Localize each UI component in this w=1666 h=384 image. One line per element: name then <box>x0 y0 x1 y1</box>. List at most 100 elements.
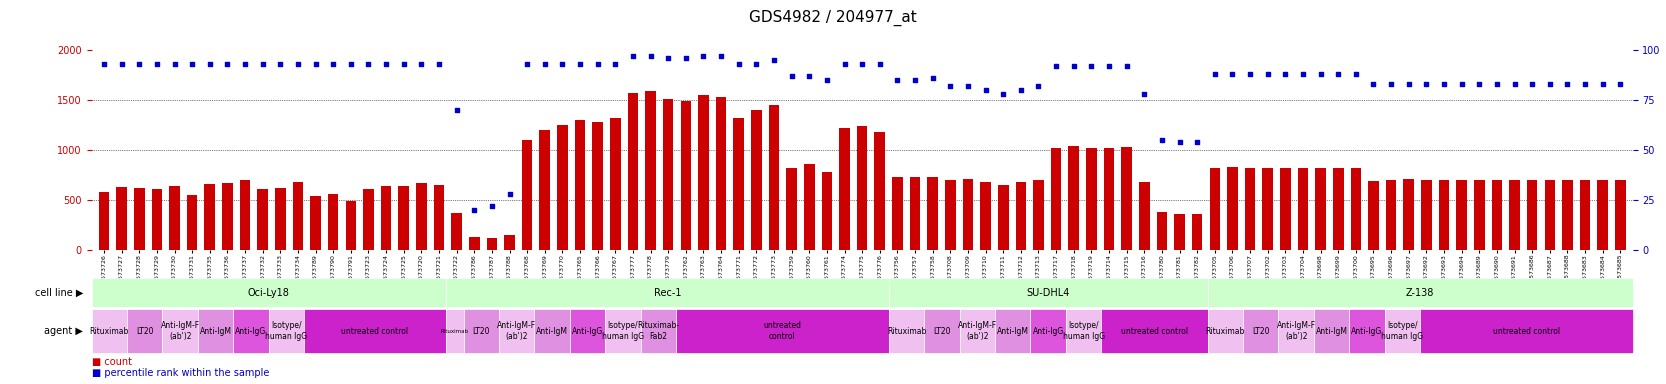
Bar <box>1033 180 1045 250</box>
Text: Isotype/
human IgG: Isotype/ human IgG <box>601 321 645 341</box>
Bar <box>1491 180 1503 250</box>
Bar <box>468 237 480 250</box>
Point <box>425 61 451 67</box>
Bar <box>275 188 285 250</box>
Text: Anti-IgG: Anti-IgG <box>1351 327 1383 336</box>
Point <box>761 57 788 63</box>
Bar <box>680 101 691 250</box>
Point <box>920 75 946 81</box>
Bar <box>751 110 761 250</box>
Point <box>1589 81 1616 87</box>
Point <box>1254 71 1281 77</box>
Point <box>1359 81 1386 87</box>
Bar <box>1456 180 1468 250</box>
Bar <box>363 189 373 250</box>
Point <box>390 61 416 67</box>
Text: cell line ▶: cell line ▶ <box>35 288 83 298</box>
Bar <box>805 164 815 250</box>
Bar <box>240 180 250 250</box>
Point <box>1096 63 1123 69</box>
Point <box>1413 81 1439 87</box>
Text: Anti-IgG: Anti-IgG <box>1033 327 1065 336</box>
Point <box>162 61 188 67</box>
Bar <box>733 118 745 250</box>
Bar <box>345 201 357 250</box>
Bar <box>698 95 708 250</box>
Bar <box>1474 180 1484 250</box>
Bar <box>663 99 673 250</box>
Bar <box>610 118 621 250</box>
Bar <box>821 172 833 250</box>
Bar <box>205 184 215 250</box>
Text: Isotype/
human IgG: Isotype/ human IgG <box>1381 321 1423 341</box>
Bar <box>1016 182 1026 250</box>
Bar <box>152 189 162 250</box>
Bar <box>1103 148 1115 250</box>
Text: Rec-1: Rec-1 <box>653 288 681 298</box>
Point <box>90 61 117 67</box>
Point <box>197 61 223 67</box>
Text: ■ count: ■ count <box>92 357 132 367</box>
Bar <box>716 97 726 250</box>
Bar <box>382 186 392 250</box>
Text: GDS4982 / 204977_at: GDS4982 / 204977_at <box>750 10 916 26</box>
Bar <box>117 187 127 250</box>
Bar <box>1563 180 1573 250</box>
Bar <box>928 177 938 250</box>
Point <box>566 61 593 67</box>
Text: untreated control: untreated control <box>342 327 408 336</box>
Point <box>831 61 858 67</box>
Bar <box>1210 168 1220 250</box>
Bar <box>786 168 796 250</box>
Bar <box>1298 168 1308 250</box>
Text: Rituximab: Rituximab <box>90 327 128 336</box>
Point <box>338 61 365 67</box>
Bar <box>133 188 145 250</box>
Bar <box>1526 180 1538 250</box>
Point <box>1025 83 1051 89</box>
Point <box>513 61 540 67</box>
Point <box>885 77 911 83</box>
Point <box>302 61 328 67</box>
Bar <box>505 235 515 250</box>
Point <box>955 83 981 89</box>
Point <box>1220 71 1246 77</box>
Bar <box>593 122 603 250</box>
Point <box>108 61 135 67</box>
Point <box>620 53 646 59</box>
Bar <box>1051 148 1061 250</box>
Point <box>1308 71 1334 77</box>
Text: Anti-IgM: Anti-IgM <box>996 327 1028 336</box>
Bar <box>875 132 885 250</box>
Text: LT20: LT20 <box>1251 327 1269 336</box>
Bar <box>1509 180 1519 250</box>
Text: Z-138: Z-138 <box>1406 288 1434 298</box>
Point <box>1431 81 1458 87</box>
Text: LT20: LT20 <box>137 327 153 336</box>
Point <box>636 53 663 59</box>
Bar <box>540 130 550 250</box>
Text: ■ percentile rank within the sample: ■ percentile rank within the sample <box>92 368 268 378</box>
Bar <box>945 180 956 250</box>
Bar <box>1245 168 1256 250</box>
Point <box>213 61 240 67</box>
Point <box>1466 81 1493 87</box>
Bar <box>1314 168 1326 250</box>
Text: Rituximab-
Fab2: Rituximab- Fab2 <box>638 321 680 341</box>
Point <box>1273 71 1299 77</box>
Bar <box>328 194 338 250</box>
Bar <box>1351 168 1361 250</box>
Point <box>655 55 681 61</box>
Bar <box>1368 181 1379 250</box>
Text: Anti-IgM-F
(ab')2: Anti-IgM-F (ab')2 <box>1276 321 1316 341</box>
Bar <box>963 179 973 250</box>
Bar <box>451 213 461 250</box>
Point <box>267 61 293 67</box>
Text: Anti-IgM: Anti-IgM <box>536 327 568 336</box>
Point <box>1131 91 1158 97</box>
Point <box>373 61 400 67</box>
Bar <box>1068 146 1080 250</box>
Point <box>531 61 558 67</box>
Point <box>1201 71 1228 77</box>
Bar <box>856 126 868 250</box>
